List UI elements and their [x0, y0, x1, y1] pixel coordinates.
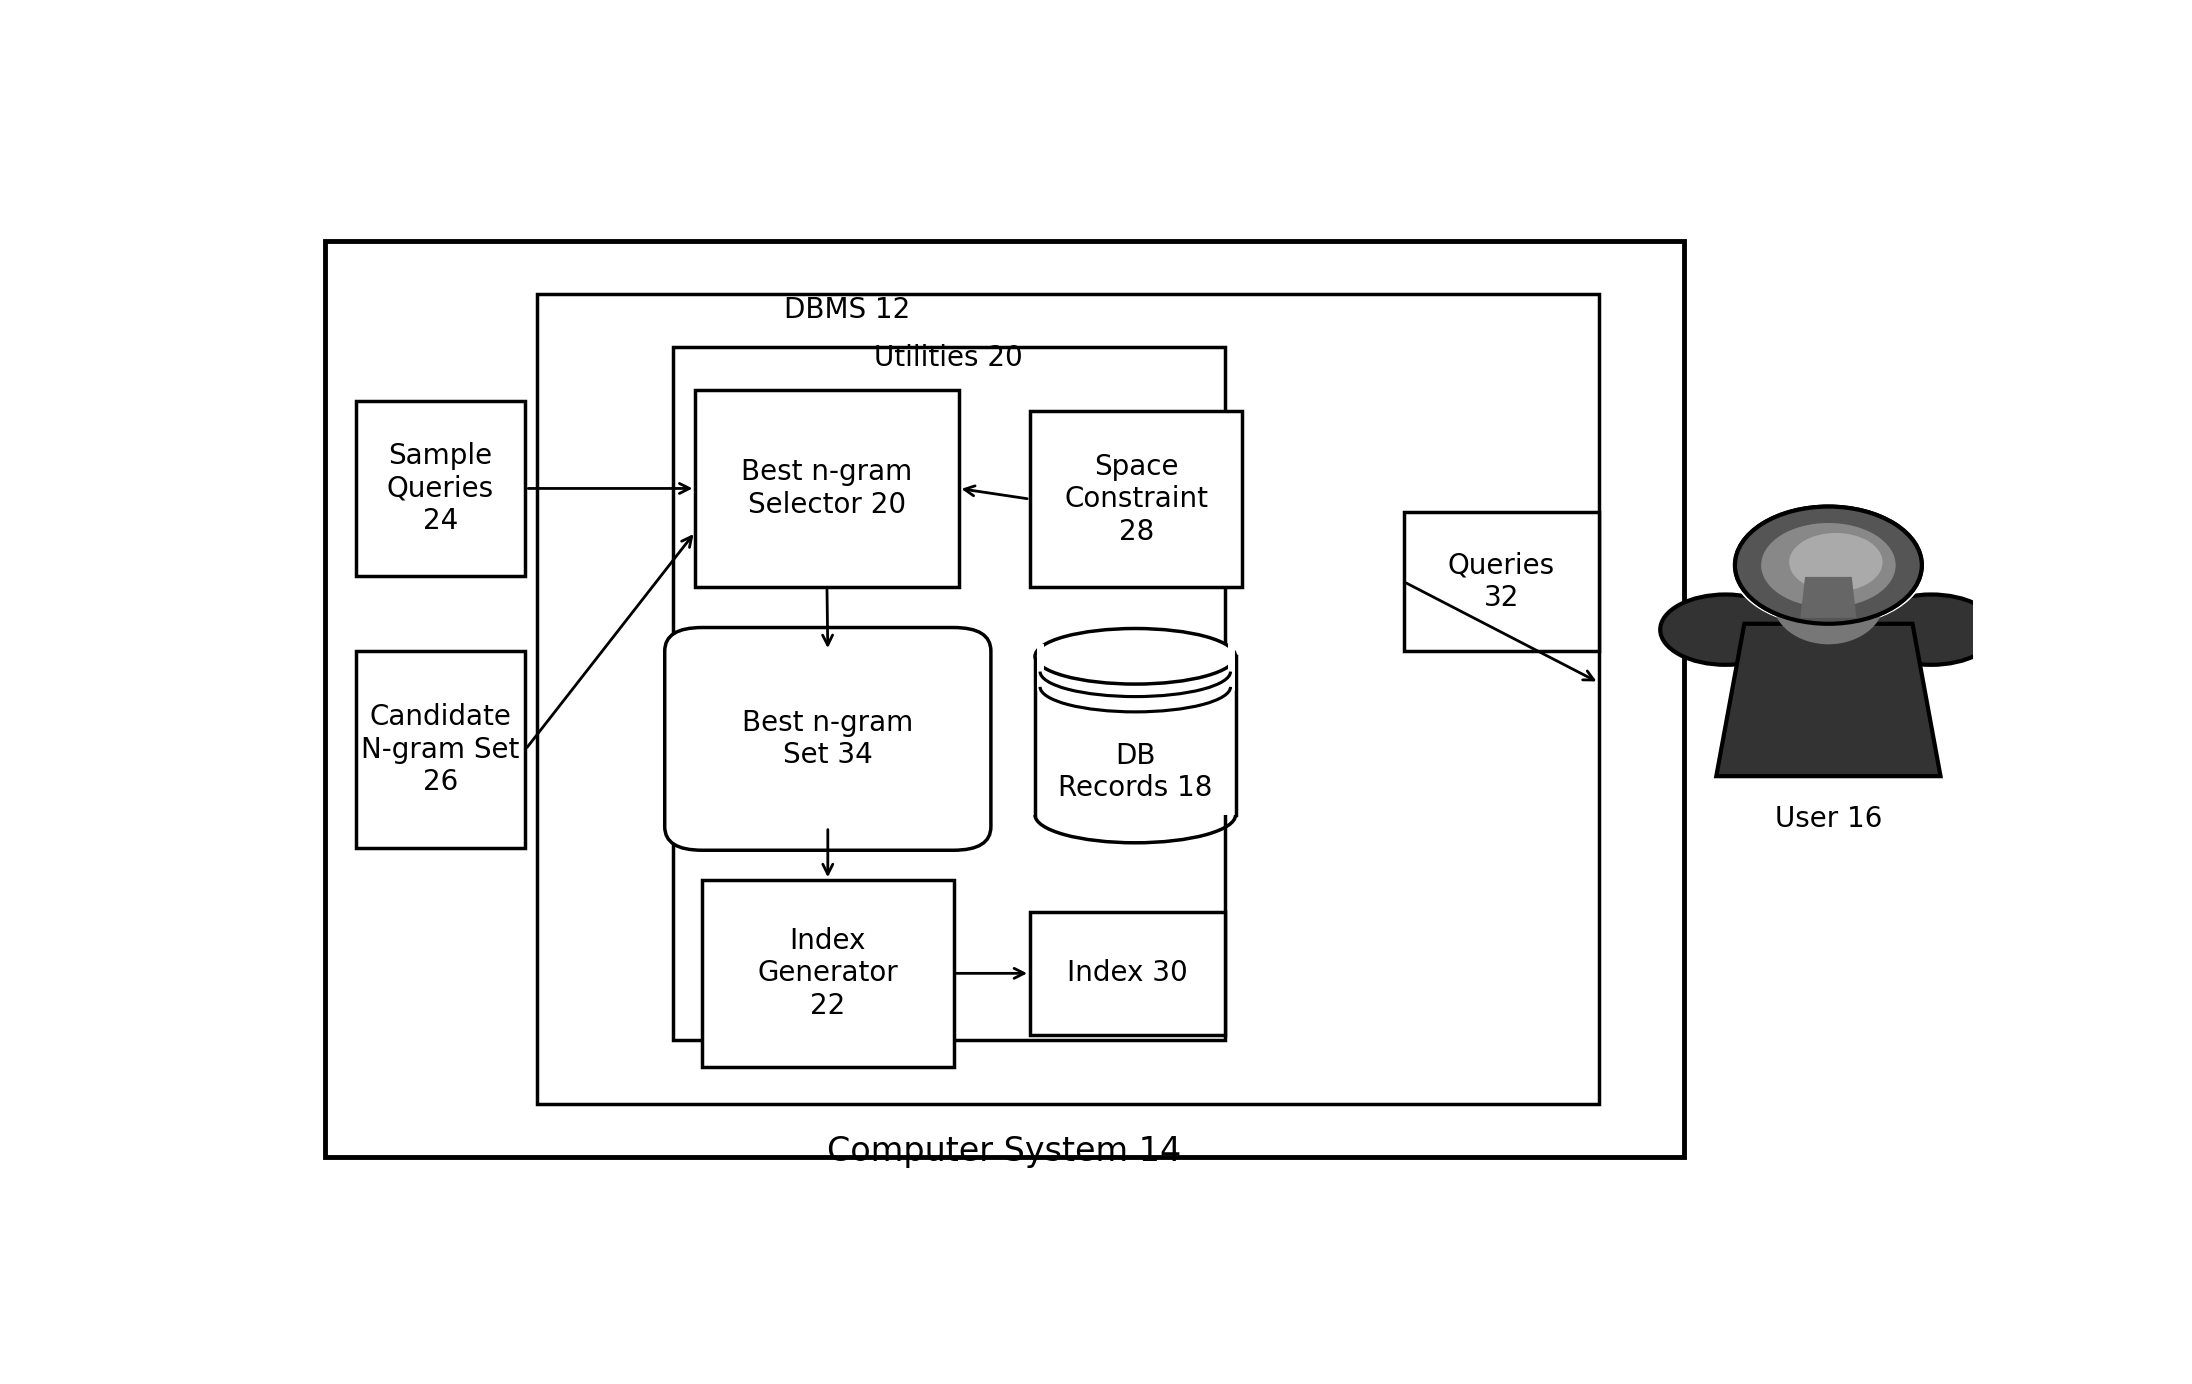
Circle shape — [1760, 523, 1896, 608]
FancyBboxPatch shape — [673, 347, 1225, 1039]
Text: Best n-gram
Set 34: Best n-gram Set 34 — [743, 709, 914, 770]
Circle shape — [1734, 507, 1922, 624]
Text: Space
Constraint
28: Space Constraint 28 — [1063, 453, 1208, 545]
Circle shape — [1734, 507, 1922, 624]
Text: DBMS 12: DBMS 12 — [785, 296, 910, 324]
Text: Sample
Queries
24: Sample Queries 24 — [388, 441, 493, 534]
Text: Index
Generator
22: Index Generator 22 — [758, 927, 899, 1020]
FancyBboxPatch shape — [324, 241, 1683, 1157]
Text: Candidate
N-gram Set
26: Candidate N-gram Set 26 — [362, 703, 520, 796]
Circle shape — [1789, 533, 1883, 591]
Text: Utilities 20: Utilities 20 — [875, 343, 1024, 372]
Polygon shape — [1800, 577, 1857, 617]
FancyBboxPatch shape — [1403, 512, 1600, 650]
FancyBboxPatch shape — [1030, 912, 1225, 1035]
FancyBboxPatch shape — [355, 400, 526, 576]
Text: Computer System 14: Computer System 14 — [826, 1135, 1181, 1168]
Ellipse shape — [1865, 595, 1997, 664]
FancyBboxPatch shape — [1030, 411, 1243, 587]
Text: Index 30: Index 30 — [1068, 959, 1188, 987]
FancyBboxPatch shape — [355, 650, 526, 848]
FancyBboxPatch shape — [695, 390, 958, 587]
Circle shape — [1729, 504, 1927, 627]
FancyBboxPatch shape — [701, 880, 954, 1067]
Ellipse shape — [1035, 628, 1236, 684]
FancyBboxPatch shape — [664, 627, 991, 850]
Text: DB
Records 18: DB Records 18 — [1059, 742, 1212, 803]
Polygon shape — [1035, 656, 1236, 815]
Text: User 16: User 16 — [1776, 805, 1883, 833]
FancyBboxPatch shape — [537, 293, 1600, 1104]
Circle shape — [1795, 536, 1881, 588]
Polygon shape — [1716, 624, 1940, 776]
Text: Queries
32: Queries 32 — [1449, 551, 1554, 612]
Ellipse shape — [1659, 595, 1791, 664]
Ellipse shape — [1773, 556, 1885, 645]
Text: Best n-gram
Selector 20: Best n-gram Selector 20 — [741, 458, 912, 519]
